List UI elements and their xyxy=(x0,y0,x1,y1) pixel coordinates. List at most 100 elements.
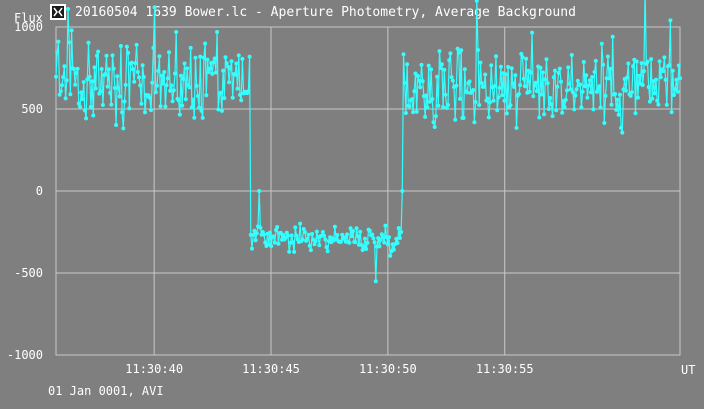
flux-data-point xyxy=(170,99,175,104)
flux-data-point xyxy=(373,279,378,284)
flux-data-point xyxy=(388,253,393,258)
flux-data-point xyxy=(387,235,391,240)
flux-data-point xyxy=(194,83,199,88)
flux-data-point xyxy=(381,234,385,239)
flux-data-point xyxy=(338,239,343,244)
flux-data-point xyxy=(420,79,425,84)
flux-data-point xyxy=(502,98,507,103)
flux-data-point xyxy=(64,78,69,83)
flux-data-point xyxy=(498,64,503,69)
flux-data-point xyxy=(559,79,563,84)
flux-data-point xyxy=(538,65,543,70)
flux-data-point xyxy=(335,233,340,237)
flux-data-point xyxy=(108,90,113,95)
flux-data-point xyxy=(300,237,305,242)
flux-data-point xyxy=(287,249,292,254)
flux-data-point xyxy=(90,79,95,84)
flux-data-point xyxy=(626,61,631,66)
flux-data-point xyxy=(298,221,303,226)
flux-data-point xyxy=(222,96,227,101)
flux-data-point xyxy=(639,61,644,66)
flux-data-point xyxy=(257,189,262,193)
flux-data-point xyxy=(191,97,196,102)
flux-data-point xyxy=(555,84,560,89)
flux-data-point xyxy=(543,77,548,82)
flux-data-point xyxy=(678,76,682,81)
flux-data-point xyxy=(263,240,268,245)
flux-data-point xyxy=(129,60,134,65)
flux-data-point xyxy=(76,101,81,106)
flux-data-point xyxy=(274,228,278,232)
flux-data-point xyxy=(435,74,440,79)
flux-data-point xyxy=(664,102,669,107)
flux-data-point xyxy=(593,58,598,63)
flux-data-point xyxy=(575,78,580,83)
flux-data-point xyxy=(111,66,116,71)
flux-data-point xyxy=(302,230,307,235)
flux-data-point xyxy=(349,234,354,239)
flux-data-point xyxy=(652,91,657,96)
flux-data-point xyxy=(55,50,60,55)
flux-data-point xyxy=(424,93,429,98)
x-tick-label: 11:30:45 xyxy=(242,362,300,376)
flux-data-point xyxy=(489,63,494,68)
flux-data-point xyxy=(449,75,454,80)
flux-data-point xyxy=(174,30,179,34)
flux-data-point xyxy=(158,104,163,109)
flux-data-point xyxy=(171,88,176,93)
flux-data-point xyxy=(395,241,400,245)
flux-data-point xyxy=(66,7,70,11)
flux-data-point xyxy=(542,112,547,117)
flux-data-point xyxy=(235,86,240,91)
flux-data-point xyxy=(140,63,145,68)
flux-data-point xyxy=(556,70,561,75)
app-logo-icon xyxy=(50,4,66,20)
flux-data-point xyxy=(661,69,666,74)
flux-data-point xyxy=(57,92,62,97)
y-tick-label: -1000 xyxy=(7,348,43,362)
flux-data-point xyxy=(320,230,325,234)
flux-data-point xyxy=(206,70,211,74)
flux-data-point xyxy=(143,110,147,115)
flux-data-point xyxy=(141,75,146,79)
flux-data-point xyxy=(399,230,404,234)
flux-data-point xyxy=(358,229,363,234)
flux-data-point xyxy=(305,236,310,241)
flux-data-point xyxy=(192,115,197,120)
flux-data-point xyxy=(118,44,123,48)
x-tick-label: 11:30:50 xyxy=(359,362,417,376)
flux-data-point xyxy=(592,70,597,74)
flux-data-point xyxy=(276,241,281,246)
flux-data-point xyxy=(657,59,662,64)
flux-data-point xyxy=(363,236,367,241)
flux-data-point xyxy=(455,46,460,51)
flux-data-point xyxy=(625,75,630,80)
flux-data-point xyxy=(281,233,286,237)
flux-data-point xyxy=(114,123,119,127)
flux-data-point xyxy=(163,104,168,109)
flux-data-point xyxy=(301,227,306,231)
flux-data-point xyxy=(103,72,108,77)
flux-data-point xyxy=(496,95,501,100)
flux-data-point xyxy=(650,96,655,101)
flux-data-point xyxy=(213,70,218,75)
flux-data-point xyxy=(96,49,101,54)
flux-data-point xyxy=(58,89,63,94)
flux-data-point xyxy=(292,249,297,254)
flux-data-point xyxy=(180,103,185,108)
flux-data-point xyxy=(116,86,121,91)
flux-data-point xyxy=(540,70,545,75)
flux-data-point xyxy=(504,111,509,116)
flux-data-point xyxy=(201,55,206,60)
flux-data-point xyxy=(443,92,448,97)
flux-data-point xyxy=(418,85,423,90)
flux-data-point xyxy=(122,99,127,104)
flux-data-point xyxy=(195,94,200,98)
flux-data-point xyxy=(254,231,259,236)
flux-data-point xyxy=(239,98,244,103)
flux-data-point xyxy=(219,108,224,113)
x-tick-label: 11:30:40 xyxy=(125,362,183,376)
flux-data-point xyxy=(520,55,525,60)
flux-data-point xyxy=(417,78,422,83)
flux-data-point xyxy=(500,93,505,98)
